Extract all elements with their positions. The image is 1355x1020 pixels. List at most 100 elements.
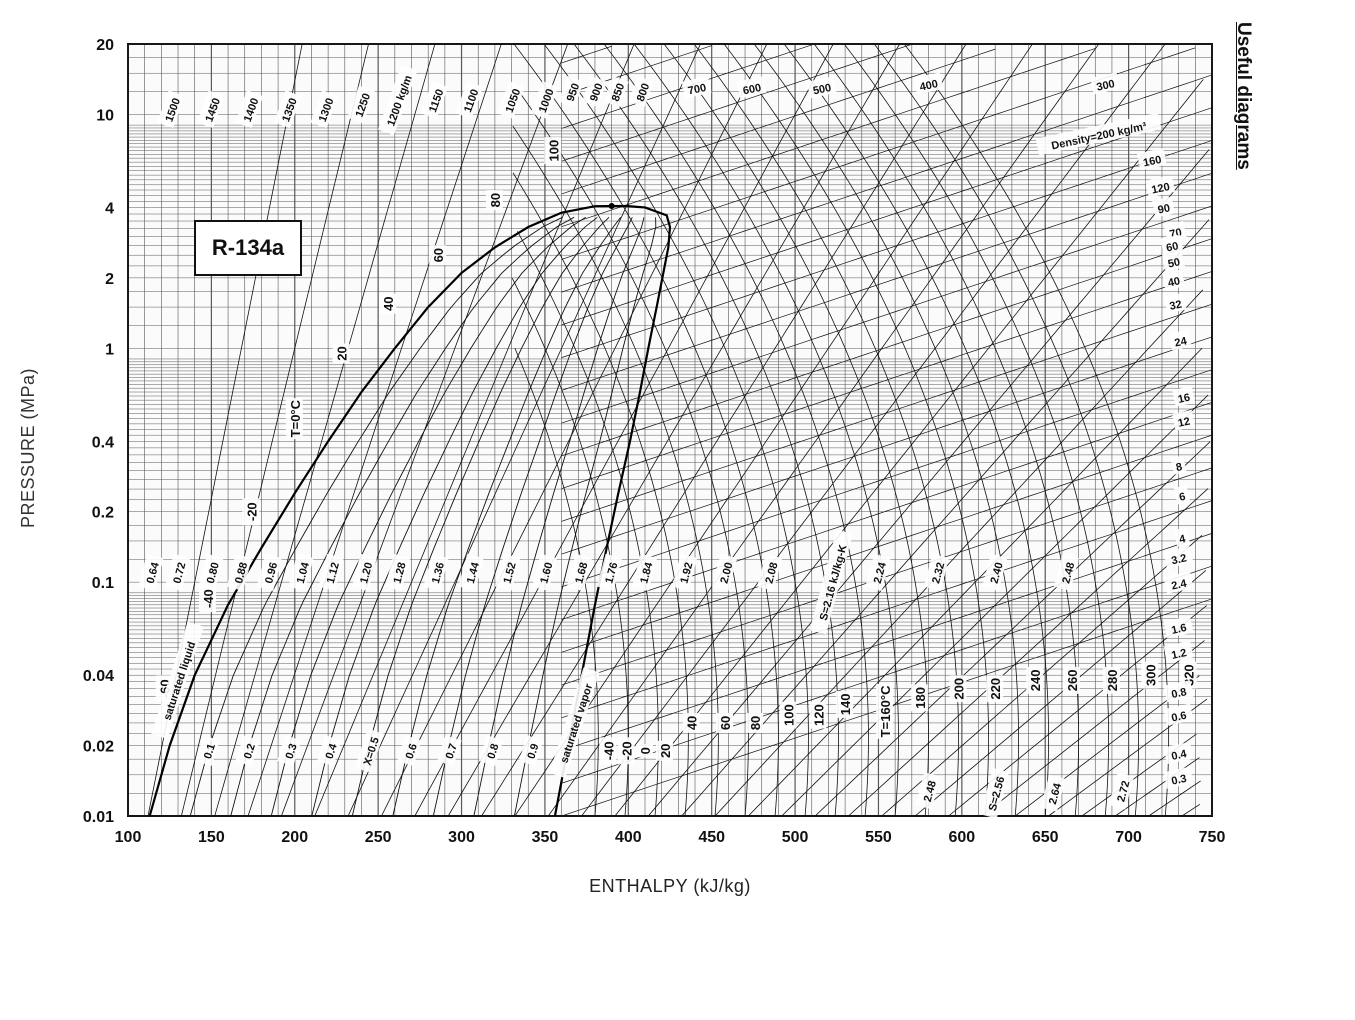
quality-label-bg	[518, 735, 544, 767]
isotherm-label-text: 60	[431, 248, 446, 262]
isotherm-label-text: 100	[546, 140, 561, 162]
density-label-bg	[530, 81, 559, 119]
isotherm-label-bg	[779, 701, 797, 729]
density-label: 0.3	[1163, 766, 1194, 789]
density-label-bg	[603, 75, 629, 108]
isotherm-label-text: 100	[781, 704, 796, 726]
isotherm-vapor	[511, 277, 629, 817]
isotherm-label: 100	[544, 137, 562, 165]
density-label-bg	[377, 64, 418, 136]
density-label: 2.4	[1163, 571, 1194, 594]
isochore	[561, 434, 1213, 653]
isotherm-label-text: 40	[685, 716, 700, 730]
quality-label: 0.6	[397, 735, 422, 767]
entropy-label-text: 1.28	[392, 561, 409, 585]
isotherm-label: 220	[986, 675, 1004, 703]
density-label-text: 900	[588, 82, 606, 103]
density-label-text: 0.8	[1170, 686, 1187, 701]
critical-point	[608, 202, 615, 209]
x-tick-label: 250	[365, 829, 392, 846]
quality-label-text: 0.4	[324, 741, 340, 760]
isochore	[561, 238, 1213, 457]
isentrope	[414, 44, 834, 817]
entropy-label-text: 2.64	[1047, 781, 1064, 806]
quality-label-text: 0.7	[444, 742, 460, 760]
entropy-label-text: 1.60	[538, 561, 555, 585]
entropy-label-text: 2.48	[1060, 561, 1077, 585]
isotherm-label: 180	[911, 684, 929, 712]
isotherm-label: T=0°C	[285, 398, 303, 440]
isotherm-label-text: 220	[988, 678, 1003, 700]
isotherm-label-text: 120	[811, 704, 826, 726]
x-tick-label: 500	[782, 829, 809, 846]
isotherm-label-bg	[429, 245, 447, 266]
isotherm-label: -40	[599, 737, 617, 765]
quality-line	[311, 216, 598, 817]
entropy-label-bg	[980, 767, 1010, 819]
density-label-bg	[1163, 680, 1194, 703]
isotherm-label: T=160°C	[876, 683, 894, 739]
density-label-bg	[1163, 640, 1194, 664]
isentrope	[481, 44, 967, 817]
isotherm-vapor	[513, 43, 779, 817]
quality-label-text: 0.9	[525, 742, 541, 760]
entropy-label-text: 2.24	[872, 560, 889, 585]
entropy-label-bg	[1108, 772, 1135, 810]
isotherm-label: 20	[332, 343, 350, 364]
density-label-text: 32	[1168, 299, 1182, 313]
entropy-label-text: 1.84	[638, 560, 655, 585]
density-label: 0.6	[1163, 703, 1194, 726]
isotherm-vapor	[512, 125, 719, 817]
quality-label: 0.8	[478, 735, 504, 767]
isotherm-label-text: 20	[334, 346, 349, 360]
density-label-text: 8	[1175, 461, 1183, 474]
isentrope	[648, 149, 1210, 817]
isentrope	[1115, 757, 1200, 817]
isotherm-label: -40	[199, 585, 217, 613]
isochore	[561, 336, 1213, 555]
density-label: 160	[1136, 148, 1167, 171]
density-label-bg	[1163, 571, 1194, 594]
entropy-label-text: 1.44	[465, 560, 482, 585]
density-label: 300	[1090, 72, 1121, 95]
density-label-text: 40	[1167, 275, 1181, 289]
isotherm-vapor	[754, 43, 1019, 817]
density-label: 950	[558, 75, 584, 108]
isotherm-label-bg	[485, 190, 503, 211]
quality-line	[351, 216, 610, 817]
isotherm-label-bg	[242, 498, 260, 526]
isotherm-label: -20	[242, 498, 260, 526]
isentrope	[247, 44, 502, 817]
isotherm-label: 200	[949, 675, 967, 703]
quality-label: 0.9	[518, 735, 544, 767]
isochore	[561, 172, 1213, 391]
isochore	[561, 402, 1213, 620]
isotherm-vapor	[543, 43, 809, 817]
density-label-bg	[913, 72, 944, 95]
density-label-bg	[420, 81, 449, 119]
density-label-text: 90	[1157, 202, 1171, 216]
isentrope	[814, 441, 1211, 817]
density-label: 1.2	[1163, 640, 1194, 664]
x-tick-label: 100	[115, 829, 142, 846]
isochore	[561, 47, 1196, 260]
density-label: 4	[1173, 527, 1191, 547]
density-label: 850	[603, 75, 629, 108]
density-label-bg	[1173, 485, 1191, 505]
density-label-bg	[1173, 527, 1191, 547]
isentrope	[347, 44, 701, 817]
density-label-text: 400	[919, 78, 939, 94]
x-tick-label: 400	[615, 829, 642, 846]
isotherm-label-bg	[285, 398, 303, 440]
entropy-label-text: 0.80	[205, 561, 222, 585]
density-label-text: 950	[565, 82, 583, 103]
quality-label-text: 0.6	[404, 742, 420, 760]
density-label-bg	[558, 75, 584, 108]
isotherm-label-text: 80	[488, 193, 503, 207]
isotherm-vapor	[512, 172, 689, 817]
density-label-bg	[806, 76, 837, 99]
isentrope	[281, 44, 568, 817]
y-tick-label: 1	[105, 341, 114, 358]
entropy-label-text: 1.04	[295, 560, 312, 585]
